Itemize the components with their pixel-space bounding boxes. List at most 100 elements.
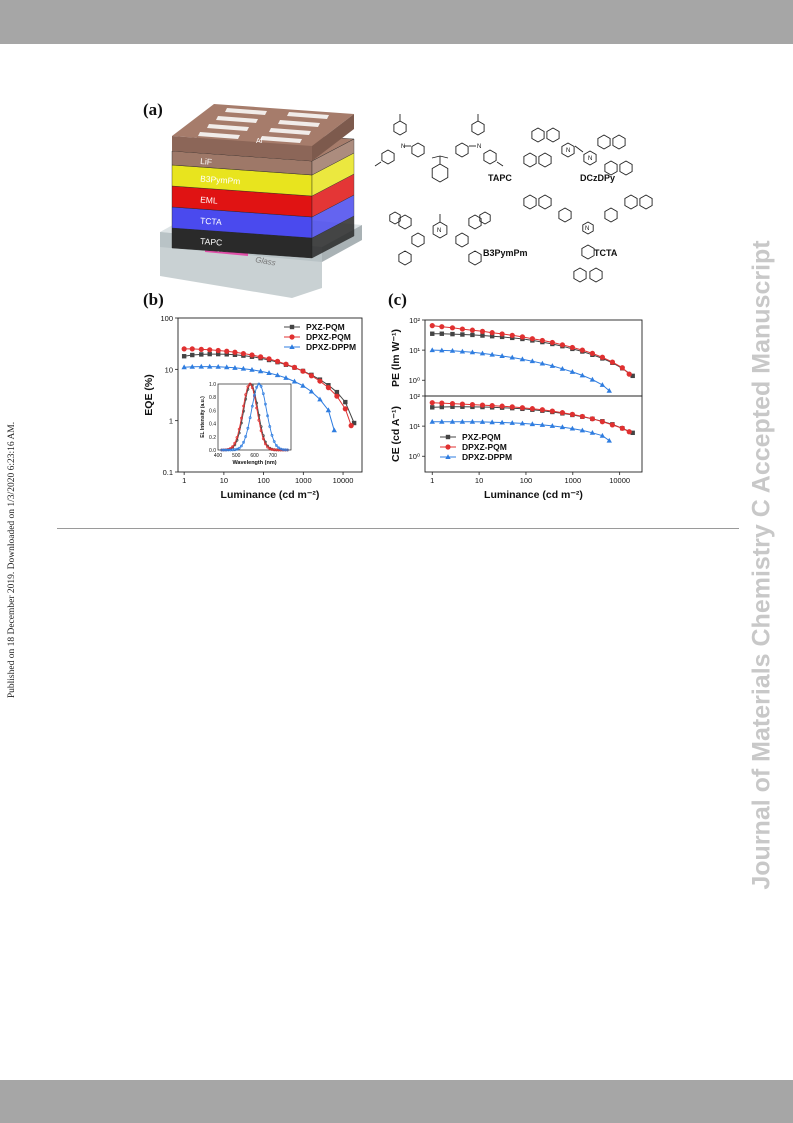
data-point-dpxz-pqm: [579, 413, 585, 420]
ring: [612, 134, 626, 150]
inset-point: [266, 445, 270, 449]
ring: [619, 160, 633, 176]
data-point-dpxz-pqm: [439, 324, 445, 330]
inset-point: [237, 446, 241, 450]
data-point-dpxz-pqm: [224, 348, 230, 354]
inset-point: [259, 429, 263, 433]
ring: [479, 211, 491, 225]
data-point-dpxz-dppm: [549, 363, 556, 368]
data-point-dpxz-pqm: [266, 356, 272, 362]
data-point-dpxz-dppm: [439, 347, 445, 353]
data-point-pxz-pqm: [460, 332, 465, 337]
x-tick-label: 1: [182, 476, 186, 485]
ring: [604, 160, 618, 176]
data-point-dpxz-pqm: [626, 371, 632, 377]
data-point-dpxz-pqm: [609, 359, 615, 365]
inset-point: [248, 382, 252, 386]
inset-point: [263, 402, 267, 406]
inset-point: [266, 414, 270, 418]
y-tick-label: 1: [169, 417, 173, 426]
inset-point: [250, 386, 254, 390]
data-point-dpxz-dppm: [198, 363, 204, 369]
data-point-dpxz-pqm: [619, 425, 625, 431]
data-point-dpxz-pqm: [569, 344, 575, 351]
data-point-dpxz-pqm: [274, 358, 281, 364]
data-point-pxz-pqm: [460, 404, 465, 409]
al-side: [312, 114, 354, 161]
bond: [574, 145, 584, 153]
data-point-dpxz-dppm: [499, 419, 505, 425]
data-point-dpxz-pqm: [609, 422, 615, 428]
data-point-pxz-pqm: [439, 331, 445, 336]
molecule-structures: TAPC DCzDPy B3PymPm TCTA N N N N N N: [374, 114, 653, 283]
ring: [558, 207, 572, 223]
data-point-dpxz-dppm: [589, 376, 596, 382]
y-axis-label: CE (cd A⁻¹): [390, 406, 402, 462]
x-tick-label: 10000: [609, 476, 630, 485]
chart-ce: 1 10 100 1000 10000 10⁰ 10¹ 10² CE (cd A⁻¹) Lumin…: [390, 392, 643, 501]
panel-c-label: (c): [388, 290, 407, 309]
inset-point: [261, 392, 265, 396]
data-point-dpxz-dppm: [189, 364, 195, 369]
data-point-dpxz-dppm: [599, 432, 606, 438]
layer-tcta-label: TCTA: [200, 216, 223, 228]
x-tick-label: 1000: [295, 476, 312, 485]
ring: [393, 120, 407, 136]
y-axis-label: PE (lm W⁻¹): [390, 329, 402, 387]
data-point-dpxz-dppm: [291, 378, 298, 384]
layer-eml-label: EML: [200, 195, 218, 206]
data-point-pxz-pqm: [630, 430, 635, 436]
data-point-dpxz-dppm: [539, 422, 546, 427]
data-point-pxz-pqm: [334, 389, 340, 395]
molecule-label-dczdpy: DCzDPy: [580, 173, 615, 183]
data-point-pxz-pqm: [199, 352, 204, 357]
chart-pe: 10⁰ 10¹ 10² PE (lm W⁻¹): [390, 316, 643, 397]
inset-point: [244, 393, 248, 397]
data-point-dpxz-dppm: [489, 419, 495, 425]
atom-label: N: [585, 226, 589, 232]
data-point-dpxz-dppm: [529, 421, 536, 427]
inset-y-tick-label: 0.0: [209, 448, 216, 454]
inset-x-tick-label: 500: [232, 453, 241, 459]
y-axis-label: EQE (%): [143, 374, 155, 415]
data-point-dpxz-pqm: [449, 400, 456, 407]
y-tick-label: 10²: [409, 392, 420, 401]
inset-point: [263, 442, 267, 446]
data-point-pxz-pqm: [343, 399, 348, 405]
ring: [639, 194, 653, 210]
x-axis-label: Luminance (cd m⁻²): [221, 489, 320, 501]
inset-point: [259, 384, 263, 388]
data-point-dpxz-pqm: [509, 332, 515, 338]
data-point-dpxz-pqm: [599, 354, 605, 360]
data-point-dpxz-pqm: [334, 393, 340, 399]
molecule-label-tcta: TCTA: [594, 248, 618, 258]
legend-marker: [445, 454, 451, 459]
inset-y-tick-label: 0.2: [209, 435, 216, 441]
data-point-dpxz-dppm: [300, 382, 306, 388]
data-point-dpxz-dppm: [559, 365, 566, 371]
al-front: [172, 136, 312, 161]
data-point-dpxz-dppm: [499, 353, 505, 358]
cathode-pad: [198, 132, 240, 139]
ring: [468, 214, 482, 230]
data-point-dpxz-dppm: [283, 375, 289, 380]
data-point-dpxz-dppm: [509, 420, 515, 425]
data-point-dpxz-pqm: [459, 326, 466, 332]
inset-point: [233, 441, 237, 445]
x-tick-label: 10: [220, 476, 228, 485]
data-point-dpxz-pqm: [539, 407, 545, 413]
data-point-dpxz-pqm: [181, 346, 187, 352]
panel-a-label: (a): [143, 100, 163, 119]
data-point-pxz-pqm: [190, 352, 195, 358]
data-point-dpxz-dppm: [469, 418, 476, 424]
legend-label: PXZ-PQM: [306, 322, 345, 332]
bond: [439, 155, 449, 159]
data-point-dpxz-dppm: [469, 349, 476, 355]
data-point-pxz-pqm: [430, 331, 435, 336]
al-label: Al: [256, 138, 263, 145]
data-point-pxz-pqm: [181, 354, 187, 359]
ring: [455, 142, 469, 158]
data-point-dpxz-pqm: [240, 350, 246, 357]
ring: [398, 214, 412, 230]
atom-label: N: [437, 228, 441, 234]
